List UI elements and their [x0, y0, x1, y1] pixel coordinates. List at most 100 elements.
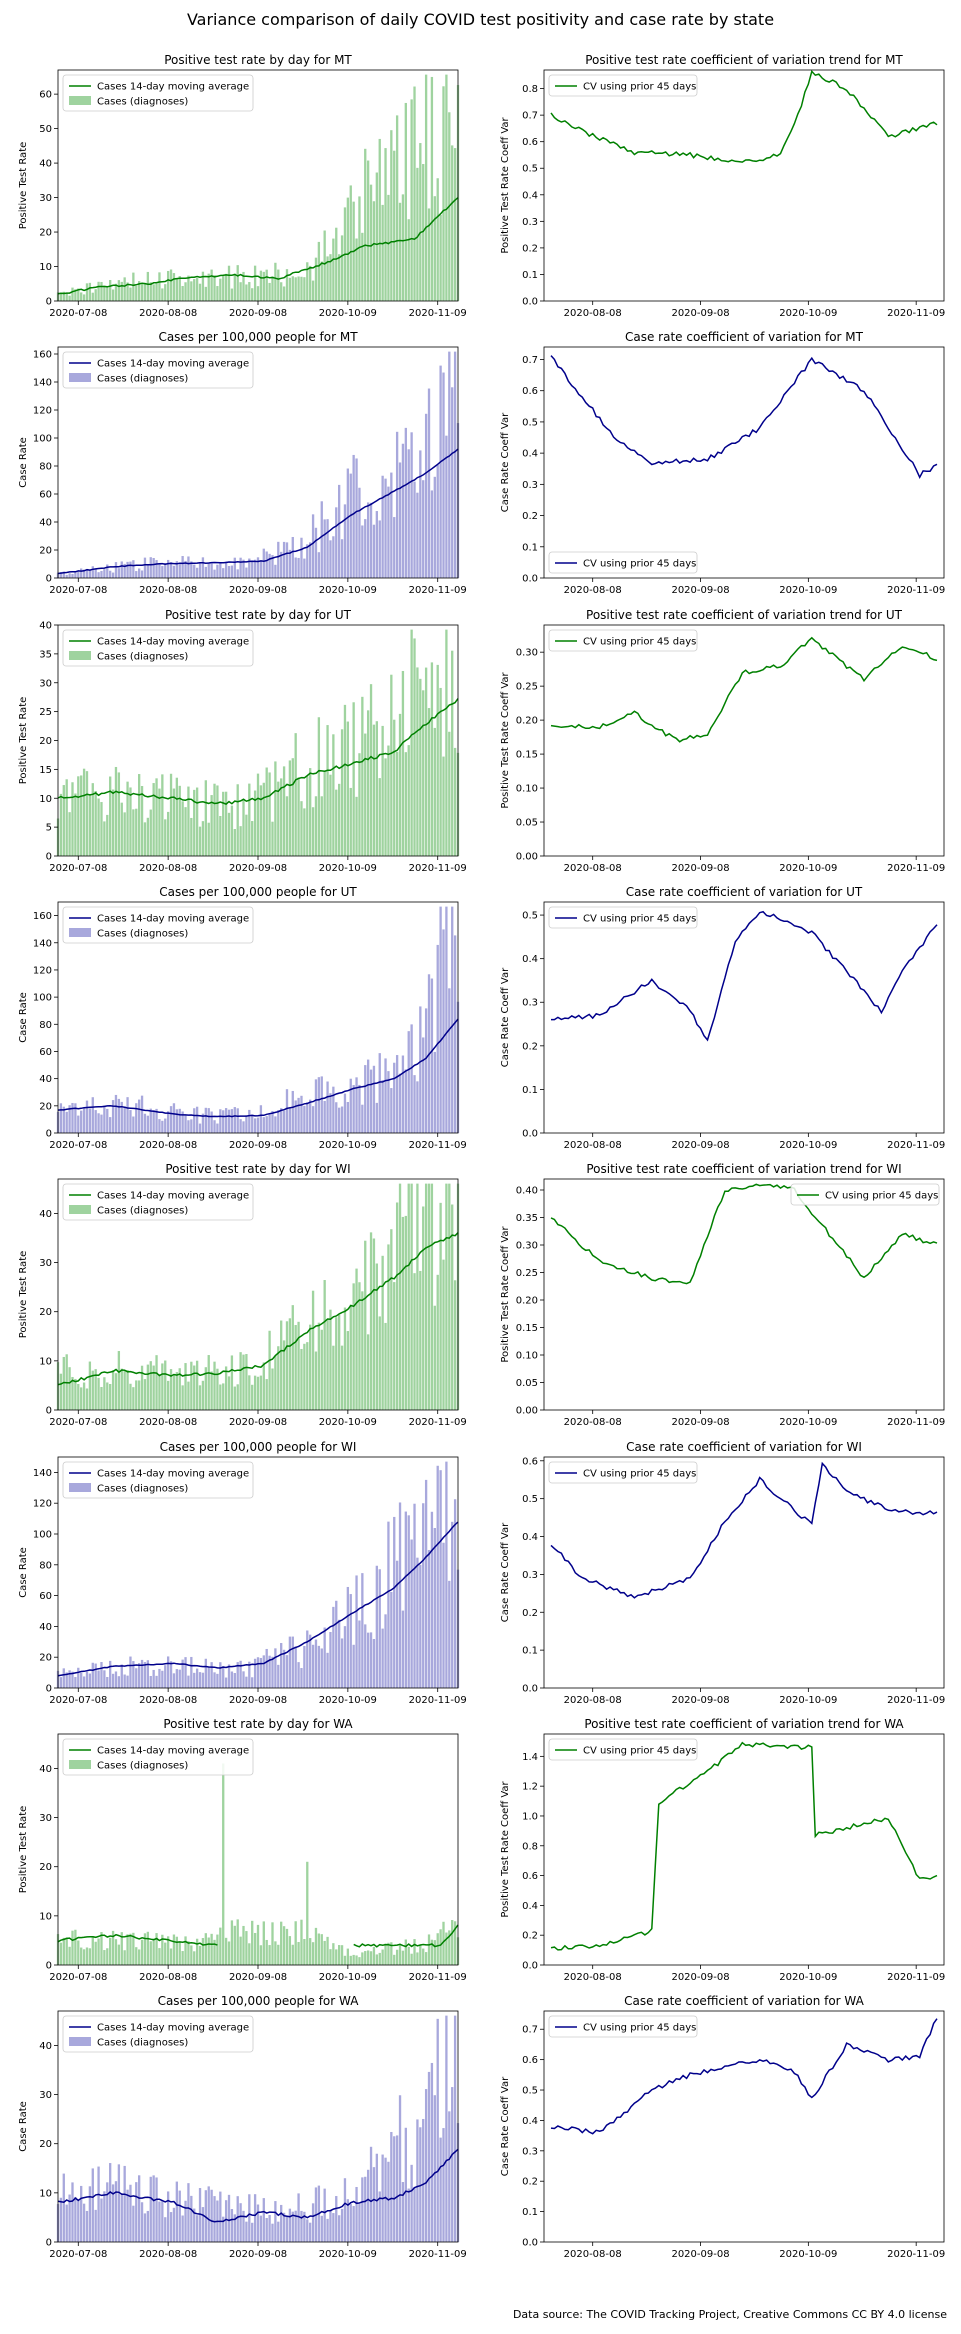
bar: [242, 559, 245, 578]
bar: [448, 731, 451, 856]
y-tick-label: 10: [39, 1911, 52, 1922]
bar: [338, 1314, 341, 1410]
x-tick-label: 2020-10-09: [779, 863, 837, 874]
bar: [82, 1676, 86, 1688]
bar: [210, 1662, 213, 1688]
bar: [329, 1632, 332, 1688]
bar: [323, 230, 326, 301]
bar: [195, 787, 199, 856]
bar: [427, 2071, 431, 2242]
bar: [358, 1620, 361, 1688]
bar: [410, 1183, 413, 1410]
bar: [222, 791, 225, 856]
bar: [82, 2203, 86, 2242]
bar: [117, 1944, 121, 1965]
bar: [300, 276, 303, 301]
bar: [204, 1107, 207, 1133]
bar: [306, 1861, 309, 1965]
bar: [222, 1383, 225, 1410]
y-tick-label: 0.1: [522, 2207, 538, 2218]
x-tick-label: 2020-07-08: [49, 1972, 107, 1983]
bar: [326, 725, 329, 856]
legend: CV using prior 45 days: [790, 1183, 940, 1206]
x-tick-label: 2020-11-09: [409, 863, 467, 874]
page-title: Variance comparison of daily COVID test …: [186, 10, 775, 29]
bar: [448, 2111, 451, 2242]
bar: [285, 1089, 289, 1133]
y-tick-label: 60: [39, 1047, 52, 1058]
bar: [369, 1951, 373, 1965]
bar: [123, 1370, 126, 1410]
bar: [213, 2196, 216, 2242]
y-tick-label: 0.00: [516, 1406, 538, 1417]
bar: [143, 1662, 147, 1688]
bar: [390, 1088, 393, 1133]
legend-box: [548, 906, 698, 929]
bar: [407, 1515, 410, 1688]
bar: [227, 812, 231, 856]
bar: [343, 2178, 347, 2242]
bar: [117, 280, 121, 301]
bar: [109, 1937, 112, 1965]
bar: [166, 1380, 170, 1410]
bar: [314, 796, 318, 856]
bar: [323, 1940, 326, 1965]
bar: [453, 1499, 457, 1688]
bar: [323, 1627, 326, 1688]
bar: [422, 1037, 425, 1133]
bar: [77, 1383, 80, 1410]
bar: [152, 1669, 155, 1688]
x-tick-label: 2020-07-08: [49, 1140, 107, 1151]
bar: [424, 1183, 428, 1410]
bar: [239, 557, 242, 578]
bar: [398, 202, 402, 301]
bar: [207, 273, 210, 301]
bar: [294, 557, 297, 578]
x-tick-label: 2020-11-09: [887, 1972, 945, 1983]
bar: [338, 254, 341, 301]
bar: [332, 238, 335, 301]
bar: [372, 1638, 376, 1688]
bar: [427, 1549, 431, 1688]
bar: [297, 276, 300, 301]
bar: [138, 1949, 141, 1965]
bar: [62, 571, 65, 578]
bar: [366, 502, 370, 578]
bar: [59, 293, 63, 301]
bar: [280, 551, 283, 578]
bar: [439, 687, 442, 856]
bar: [248, 282, 251, 301]
bar: [236, 784, 239, 856]
bar: [190, 1119, 193, 1133]
bar: [355, 238, 358, 301]
y-tick-label: 0.6: [522, 1871, 538, 1882]
bar: [262, 1921, 265, 1965]
bar: [143, 282, 147, 301]
bar: [387, 1244, 390, 1410]
bar: [398, 1944, 402, 1965]
cv-line: [550, 636, 938, 743]
x-tick-label: 2020-07-08: [49, 308, 107, 319]
bar: [201, 1672, 205, 1688]
bar: [404, 1069, 407, 1133]
bar: [384, 2157, 387, 2242]
bar: [100, 1662, 103, 1688]
bar: [161, 2200, 164, 2242]
y-tick-label: 0.3: [522, 998, 538, 1009]
chart-mt-case-rate: 0 20 40 60 80 100 120 140 160 2020-07-08 2020-08-0…: [18, 330, 467, 596]
bar: [123, 563, 126, 578]
bar: [111, 1673, 115, 1688]
bar: [320, 261, 323, 301]
y-tick-label: 0.5: [522, 164, 538, 175]
bar: [227, 1376, 231, 1410]
bar: [300, 1095, 303, 1133]
bar: [198, 1123, 202, 1133]
y-tick-label: 0.2: [522, 243, 538, 254]
x-tick-label: 2020-09-08: [671, 1140, 729, 1151]
bar: [407, 745, 410, 856]
x-tick-label: 2020-09-08: [229, 1417, 287, 1428]
bar: [106, 1108, 109, 1133]
bar: [280, 2204, 283, 2242]
bar: [166, 1111, 170, 1133]
bar: [109, 1660, 112, 1688]
